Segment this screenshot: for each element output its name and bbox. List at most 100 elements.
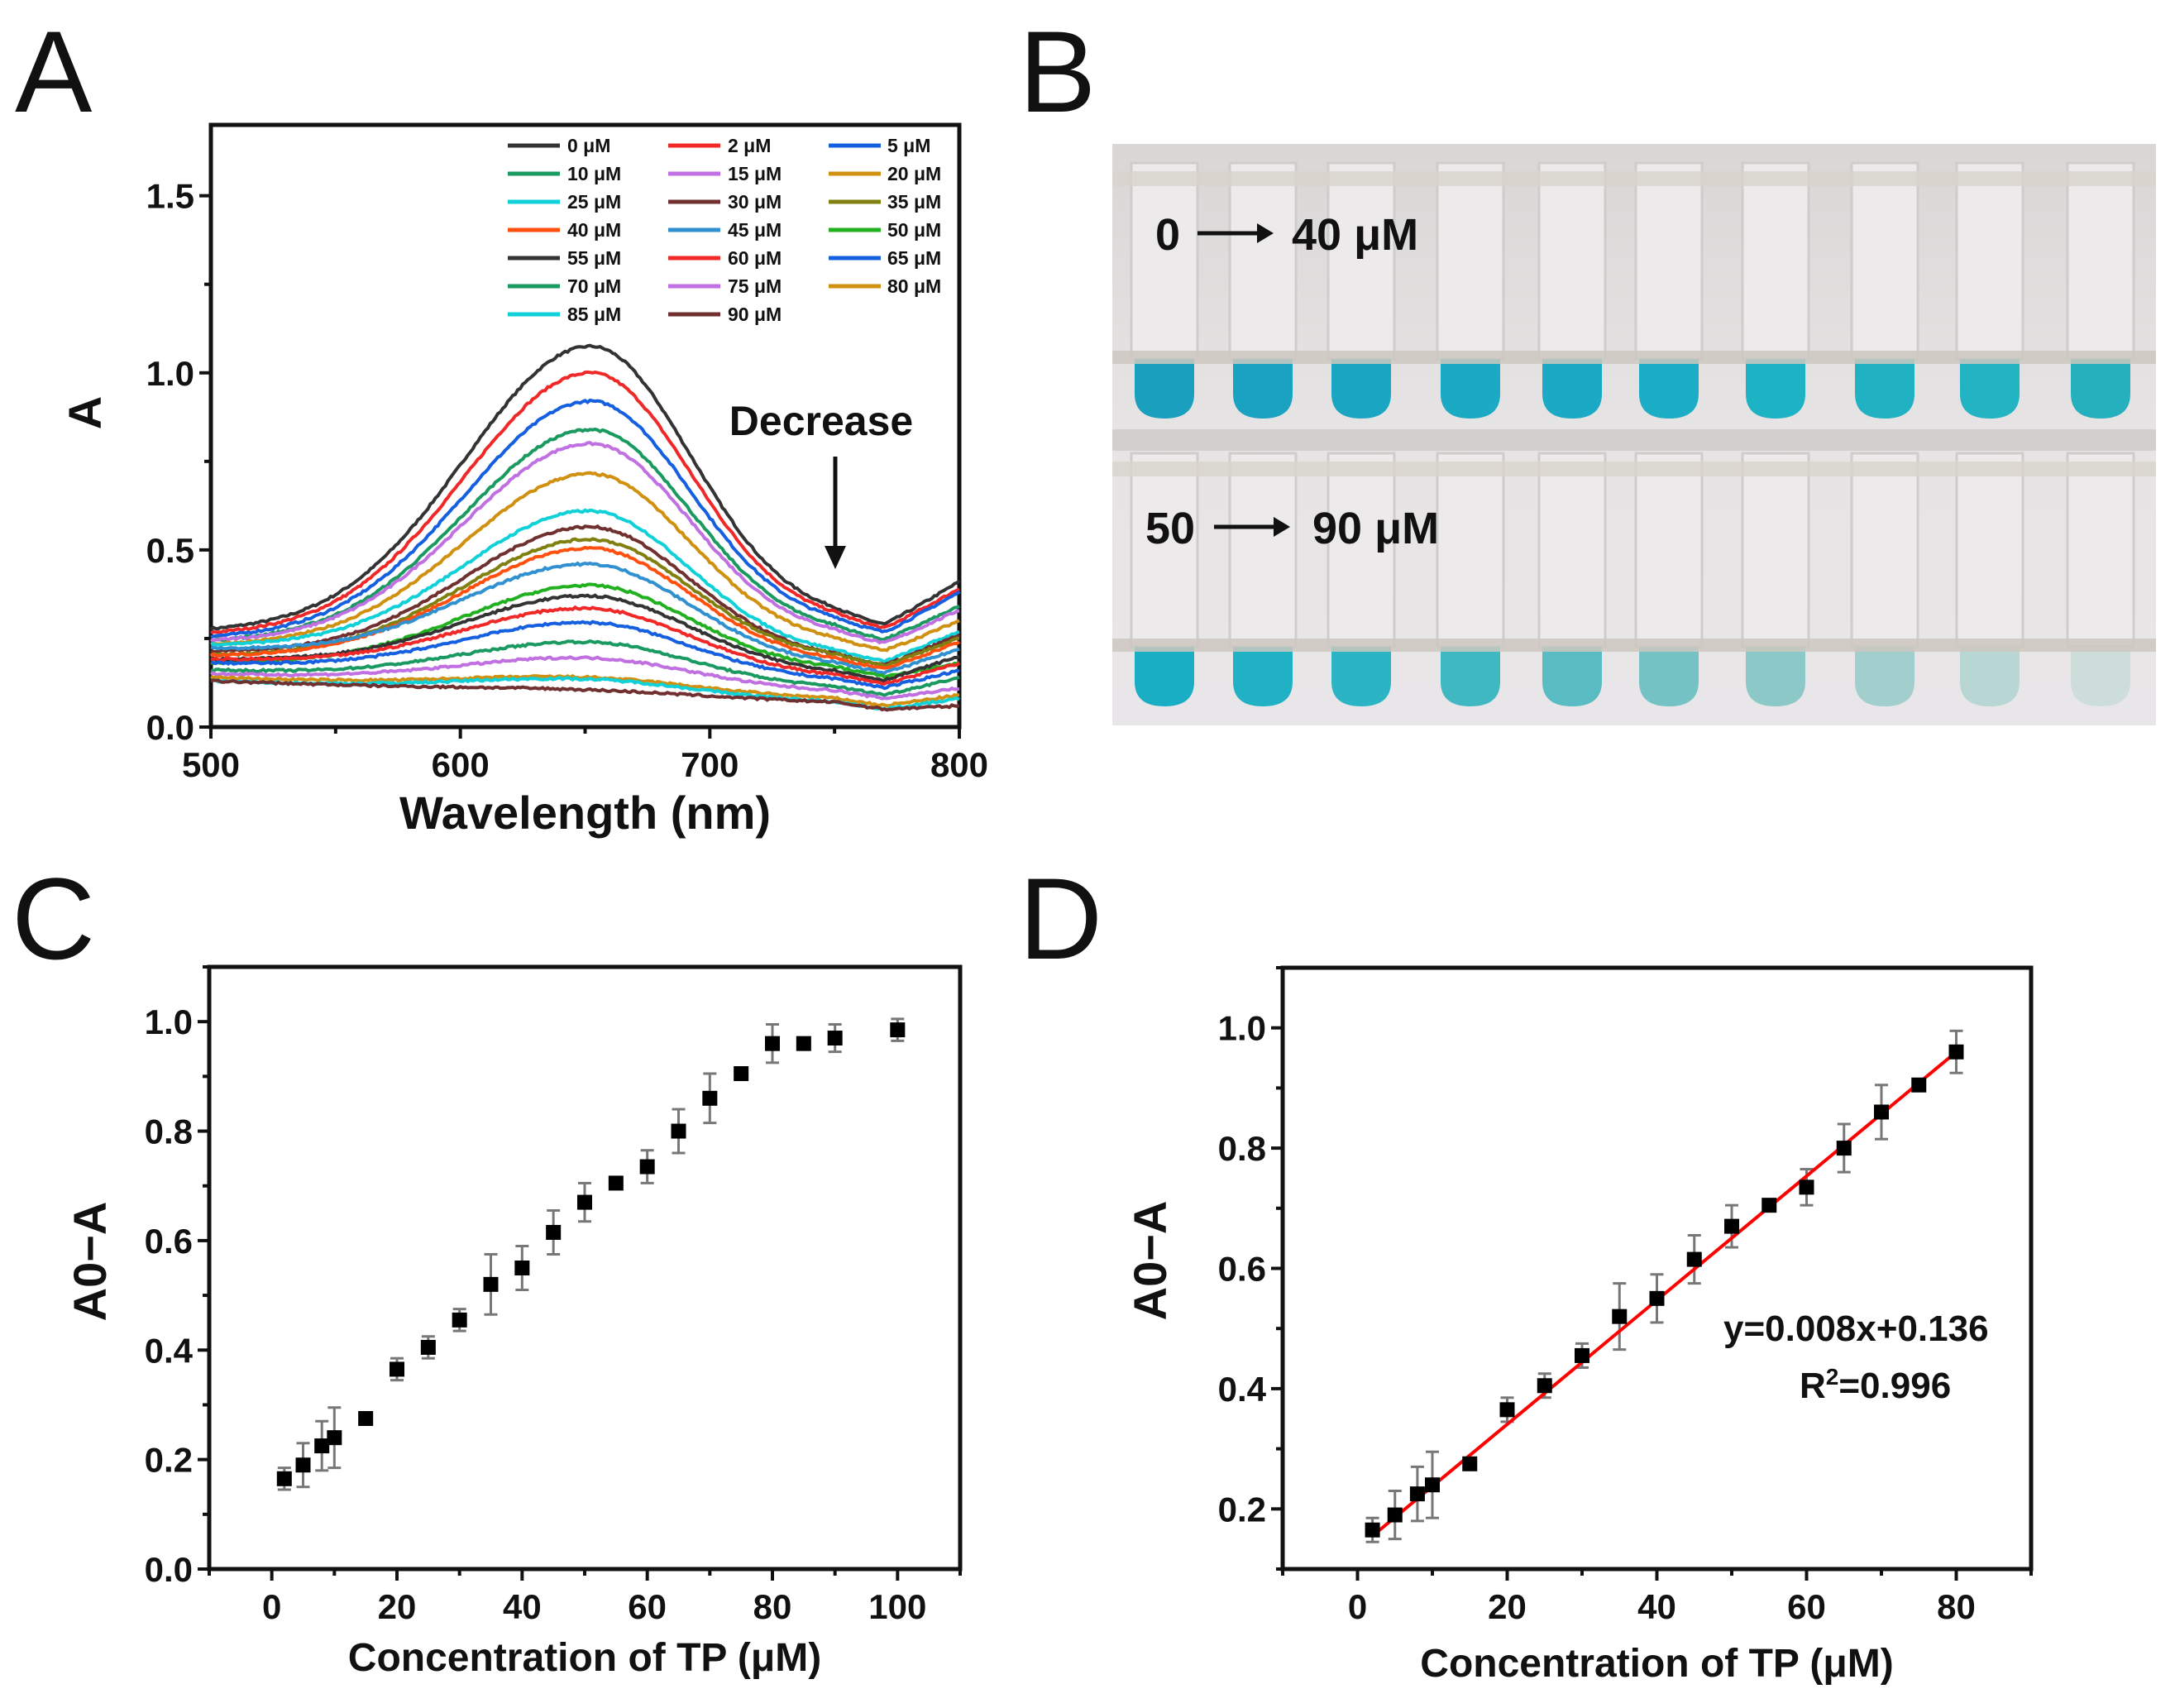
tube-body	[1634, 452, 1704, 648]
data-point	[1612, 1309, 1628, 1324]
decrease-annotation: Decrease	[729, 398, 913, 444]
data-point	[702, 1090, 718, 1106]
tube-body	[1327, 161, 1396, 361]
concentration-start-label: 0	[1155, 210, 1180, 260]
panel-label-a: A	[15, 7, 93, 136]
legend-label: 70 μM	[567, 275, 621, 297]
data-point	[1425, 1477, 1440, 1493]
data-point	[890, 1022, 906, 1038]
data-point	[796, 1036, 811, 1051]
legend: 0 μM 2 μM 5 μM 10 μM 15 μM 20 μM 25 μM 30 μM 35 …	[508, 135, 941, 325]
tube-solution	[2071, 359, 2130, 419]
arrow-head	[1274, 517, 1290, 537]
spectrum-line	[210, 620, 960, 691]
tube-solution	[1960, 647, 2020, 706]
panel-label-c: C	[12, 854, 95, 983]
legend-label: 0 μM	[567, 135, 610, 156]
arrow-head	[1257, 223, 1274, 243]
tube-body	[1228, 161, 1298, 361]
linear-fit-line	[1371, 1050, 1958, 1538]
spectrum-line	[210, 471, 960, 653]
tube-body	[1741, 452, 1810, 648]
tube-body	[1537, 452, 1607, 648]
data-point	[483, 1276, 499, 1292]
x-tick-label: 700	[681, 745, 739, 784]
y-tick-label: 0.2	[145, 1441, 193, 1480]
spectrum-line	[210, 605, 961, 686]
data-point	[1836, 1141, 1852, 1156]
legend-label: 75 μM	[728, 275, 782, 297]
legend-label: 50 μM	[887, 219, 941, 241]
data-point	[390, 1361, 404, 1377]
y-tick-label: 0.4	[145, 1331, 194, 1370]
data-points	[276, 1022, 906, 1486]
scatter-chart-full-range: 0 20 40 60 80 100 0.0 0.2 0.4 0.6 0.8 1.0 Concentrat…	[64, 964, 963, 1680]
y-axis-title: A0−A	[64, 1202, 116, 1322]
x-tick-label: 600	[432, 745, 490, 784]
data-point	[1387, 1507, 1403, 1523]
data-point	[314, 1438, 330, 1454]
tube-body	[1955, 161, 2024, 361]
y-tick-label: 0.2	[1218, 1490, 1266, 1529]
legend-label: 65 μM	[887, 247, 941, 269]
tube-solution	[1135, 359, 1194, 419]
x-axis-title: Concentration of TP (μM)	[1420, 1642, 1893, 1686]
data-point	[1911, 1077, 1927, 1093]
tube-rack-row	[1112, 161, 2156, 419]
tube-solution	[1233, 647, 1293, 706]
data-point	[276, 1471, 292, 1486]
r-squared-label: R2=0.996	[1800, 1364, 1951, 1406]
tube-body	[1228, 452, 1298, 648]
legend-label: 40 μM	[567, 219, 621, 241]
tube-body	[1436, 452, 1505, 648]
data-point	[514, 1261, 530, 1275]
tube-rack-row	[1112, 452, 2156, 706]
y-tick-label: 1.0	[1218, 1009, 1266, 1048]
data-points	[1365, 1044, 1964, 1538]
legend-label: 55 μM	[567, 247, 621, 269]
tube-solution	[1855, 359, 1914, 419]
y-tick-label: 1.5	[146, 177, 194, 216]
tube-solution	[1441, 647, 1500, 706]
tube-solution	[1135, 647, 1194, 706]
data-point	[1724, 1218, 1739, 1234]
y-axis-title: A0−A	[1124, 1201, 1176, 1321]
spectrum-line	[209, 545, 961, 670]
data-point	[295, 1457, 311, 1473]
y-tick-label: 0.0	[145, 1550, 193, 1589]
panel-label-b: B	[1019, 7, 1096, 136]
concentration-start-label: 50	[1145, 504, 1195, 553]
spectrum-line	[210, 370, 960, 635]
tube-solution	[1855, 647, 1914, 706]
data-point	[577, 1194, 592, 1210]
data-point	[546, 1224, 562, 1240]
data-point	[1799, 1179, 1814, 1195]
tube-body	[1850, 161, 1919, 361]
spectra-lines	[209, 343, 961, 712]
rack-divider	[1112, 429, 2156, 451]
data-point	[1365, 1522, 1380, 1538]
x-tick-label: 20	[378, 1587, 417, 1626]
panel-label-d: D	[1019, 854, 1102, 983]
concentration-end-label: 40 μM	[1292, 210, 1418, 260]
spectrum-line	[210, 678, 960, 712]
tube-body	[2066, 452, 2135, 648]
x-tick-label: 0	[1348, 1587, 1367, 1626]
y-tick-label: 0.0	[146, 708, 194, 747]
fit-equation: y=0.008x+0.136	[1723, 1309, 1989, 1349]
spectra-chart: 500 600 700 800 0.0 0.5 1.0 1.5 Wavelength (nm) A…	[59, 122, 988, 839]
data-point	[1762, 1198, 1777, 1213]
spectrum-line	[210, 674, 960, 708]
spectrum-line	[210, 508, 960, 664]
y-axis-title: A	[59, 396, 111, 429]
legend-label: 5 μM	[887, 135, 930, 156]
y-tick-label: 0.6	[1218, 1250, 1266, 1289]
r-squared-symbol: R	[1800, 1366, 1826, 1406]
decrease-arrow-head	[825, 546, 846, 569]
tube-solution	[1746, 359, 1805, 419]
tube-solution	[1233, 359, 1293, 419]
tube-solution	[1542, 359, 1602, 419]
tube-body	[1537, 161, 1607, 361]
data-point	[1948, 1044, 1964, 1060]
spectrum-line	[210, 398, 961, 639]
